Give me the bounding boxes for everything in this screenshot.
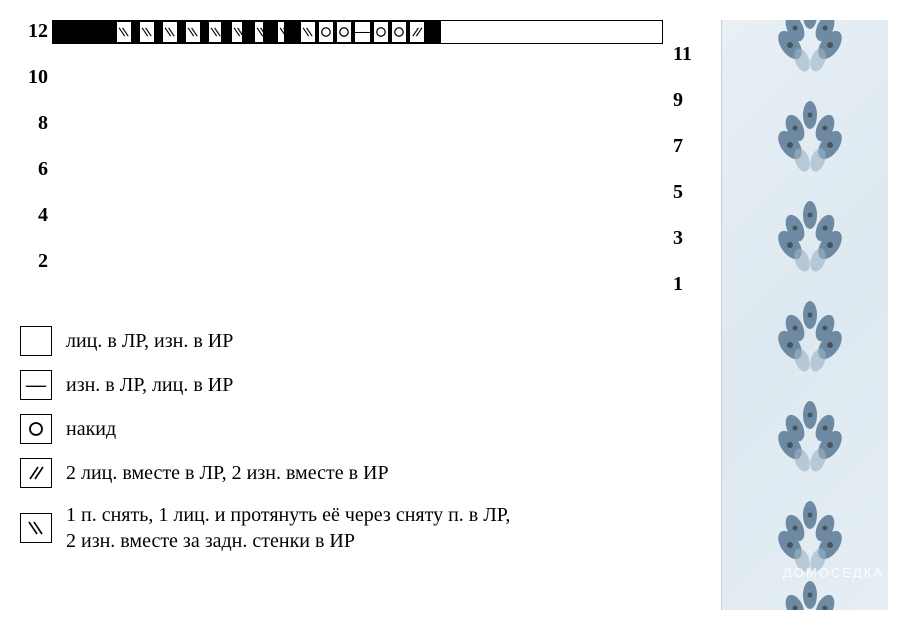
row-label-left: 12 (20, 20, 48, 43)
legend-symbol-k2r (20, 458, 52, 488)
grid-row: — (200, 21, 221, 43)
row-label-left (20, 135, 48, 158)
grid-cell (116, 21, 132, 43)
legend-text: изн. в ЛР, лиц. в ИР (66, 372, 233, 398)
stitch-grid: ———————————— (52, 20, 663, 44)
grid-cell (139, 21, 155, 43)
legend: лиц. в ЛР, изн. в ИР — изн. в ЛР, лиц. в И… (20, 326, 701, 554)
watermark: ДОМОСЕДКА (783, 565, 884, 580)
row-label-right (673, 204, 701, 227)
grid-row: — (263, 21, 284, 43)
row-label-left: 4 (20, 204, 48, 227)
leaf-motif (760, 390, 860, 485)
row-label-right: 1 (673, 273, 701, 296)
row-labels-right: 11 9 7 5 3 1 (673, 20, 701, 296)
grid-cell (185, 21, 201, 43)
grid-row: — (116, 21, 137, 43)
legend-symbol-empty (20, 326, 52, 356)
legend-row: накид (20, 414, 701, 444)
grid-cell (162, 21, 178, 43)
legend-row: 2 лиц. вместе в ЛР, 2 изн. вместе в ИР (20, 458, 701, 488)
leaf-motif (760, 190, 860, 285)
grid-cell (391, 21, 407, 43)
row-label-left (20, 273, 48, 296)
grid-cell (409, 21, 425, 43)
leaf-motif (760, 20, 860, 85)
legend-symbol-yo (20, 414, 52, 444)
row-label-right: 11 (673, 43, 701, 66)
row-label-left: 10 (20, 66, 48, 89)
grid-cell (300, 21, 316, 43)
grid-cell (373, 21, 389, 43)
grid-cell (439, 21, 441, 43)
leaf-motif (760, 90, 860, 185)
row-label-left (20, 43, 48, 66)
grid-row: — (74, 21, 95, 43)
legend-text: 1 п. снять, 1 лиц. и протянуть её через … (66, 502, 510, 554)
row-label-right (673, 250, 701, 273)
grid-row: — (95, 21, 116, 43)
grid-row: — (137, 21, 158, 43)
legend-text: 2 лиц. вместе в ЛР, 2 изн. вместе в ИР (66, 460, 389, 486)
row-label-right: 5 (673, 181, 701, 204)
legend-symbol-dash: — (20, 370, 52, 400)
grid-row: — (284, 21, 305, 43)
grid-row: — (242, 21, 263, 43)
row-label-right: 7 (673, 135, 701, 158)
legend-row: 1 п. снять, 1 лиц. и протянуть её через … (20, 502, 701, 554)
row-label-left: 6 (20, 158, 48, 181)
row-label-right: 9 (673, 89, 701, 112)
row-label-left (20, 89, 48, 112)
row-label-right (673, 112, 701, 135)
grid-row: — (221, 21, 242, 43)
row-label-left: 8 (20, 112, 48, 135)
grid-cell (336, 21, 352, 43)
legend-row: лиц. в ЛР, изн. в ИР (20, 326, 701, 356)
chart-and-legend-panel: 12108642 ———————————— 1197531 лиц. в ЛР,… (20, 20, 701, 610)
row-label-left (20, 181, 48, 204)
row-label-right (673, 66, 701, 89)
legend-row: — изн. в ЛР, лиц. в ИР (20, 370, 701, 400)
row-label-left: 2 (20, 250, 48, 273)
leaf-motif (760, 290, 860, 385)
row-label-right: 3 (673, 227, 701, 250)
legend-text: лиц. в ЛР, изн. в ИР (66, 328, 233, 354)
row-labels-left: 12 10 8 6 4 2 (20, 20, 48, 296)
grid-row: — (158, 21, 179, 43)
knitted-sample-image: ДОМОСЕДКА (721, 20, 888, 610)
grid-row: — (179, 21, 200, 43)
row-label-right (673, 158, 701, 181)
legend-symbol-k2l (20, 513, 52, 543)
grid-cell (318, 21, 334, 43)
grid-cell: — (354, 21, 371, 43)
row-label-right (673, 20, 701, 43)
grid-row: — (53, 21, 74, 43)
knitting-chart: 12108642 ———————————— 1197531 (20, 20, 701, 296)
row-label-left (20, 227, 48, 250)
legend-text: накид (66, 416, 116, 442)
